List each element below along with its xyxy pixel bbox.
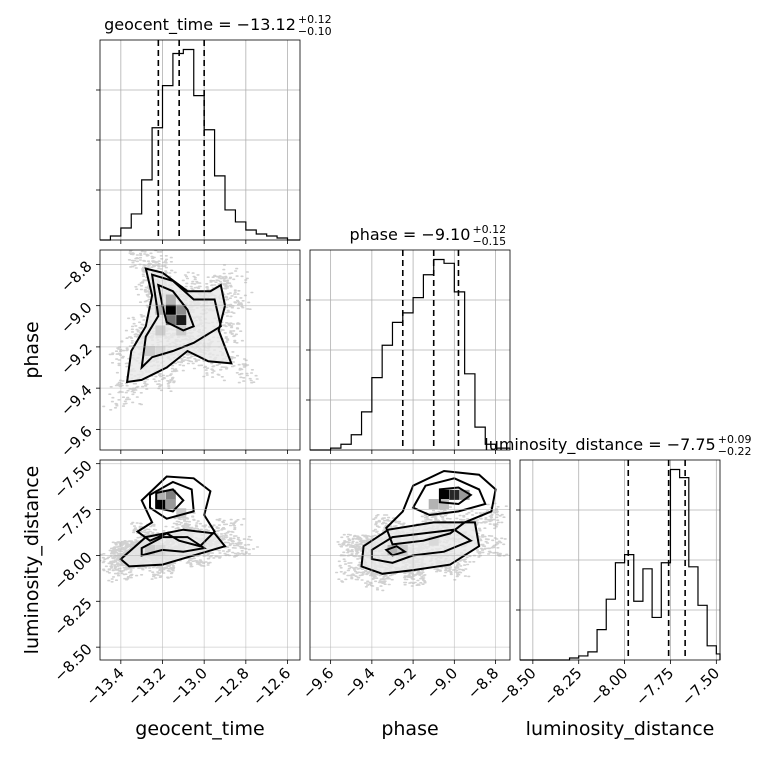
xtick-label-geocent_time-2: −13.0: [166, 664, 211, 709]
ylabel-luminosity_distance: luminosity_distance: [21, 466, 43, 655]
xtick-label-luminosity_distance-3: −7.75: [632, 664, 677, 709]
xtick-label-geocent_time-3: −12.8: [207, 664, 252, 709]
contour-2-4: [370, 528, 473, 564]
contour-2-2: [385, 469, 497, 546]
density-content-0: [100, 250, 300, 450]
contour-0-2: [125, 267, 233, 384]
density-bin-0-7: [145, 346, 155, 357]
ytick-label-phase-1: −9.4: [57, 381, 95, 419]
ytick-label-luminosity_distance-3: −7.75: [50, 502, 95, 547]
density-bin-0-6: [155, 325, 166, 336]
hist-panel-geocent_time: geocent_time = −13.12 +0.12−0.10: [96, 13, 332, 244]
frame-phase: [309, 249, 511, 451]
density-bin-0-0: [165, 304, 176, 315]
xtick-label-luminosity_distance-2: −8.00: [586, 664, 631, 709]
density-bin-0-8: [155, 346, 166, 357]
ytick-label-phase-3: −9.0: [57, 299, 95, 337]
density-content-1: [100, 460, 300, 660]
density-bin-1-0: [155, 499, 166, 510]
ytick-label-phase-2: −9.2: [57, 340, 95, 378]
contour-1-1: [149, 480, 195, 520]
density-fill-2: [361, 522, 480, 574]
xtick-label-luminosity_distance-1: −8.25: [540, 664, 585, 709]
density-panel-geocent_time-phase: [96, 249, 301, 454]
density-bin-0-3: [176, 304, 187, 315]
title-plus-geocent_time: +0.12: [298, 13, 332, 26]
density-content-2: [310, 460, 510, 660]
xtick-label-luminosity_distance-4: −7.50: [678, 664, 723, 709]
hist-panel-phase: phase = −9.10 +0.12−0.15: [306, 223, 511, 454]
frame-2: [309, 459, 511, 661]
xtick-label-luminosity_distance-0: −8.50: [494, 664, 539, 709]
density-bin-2-2: [428, 499, 439, 510]
density-bin-2-5: [387, 544, 398, 555]
density-bin-2-0: [439, 489, 450, 500]
title-luminosity_distance: luminosity_distance = −7.75: [484, 435, 715, 455]
frame-luminosity_distance: [519, 459, 721, 661]
title-minus-phase: −0.15: [472, 235, 506, 248]
contour-2-1: [411, 477, 487, 517]
title-plus-luminosity_distance: +0.09: [718, 433, 752, 446]
ytick-label-luminosity_distance-4: −7.50: [50, 457, 95, 502]
density-bin-2-4: [439, 499, 450, 510]
density-bin-1-4: [145, 544, 155, 555]
ytick-label-luminosity_distance-2: −8.00: [50, 548, 95, 593]
density-panel-geocent_time-luminosity_distance: [96, 459, 301, 664]
xtick-label-geocent_time-0: −13.4: [82, 664, 127, 709]
title-plus-phase: +0.12: [472, 223, 506, 236]
xtick-label-phase-3: −9.0: [423, 664, 461, 702]
density-bin-2-7: [428, 535, 439, 546]
density-bin-2-3: [459, 489, 470, 500]
contour-2-3: [384, 545, 408, 557]
density-bin-1-2: [165, 499, 176, 510]
contour-0-0: [156, 283, 195, 332]
xlabel-geocent_time: geocent_time: [135, 718, 264, 740]
contour-1-4: [119, 528, 227, 568]
ylabel-phase: phase: [21, 321, 43, 378]
title-minus-geocent_time: −0.10: [298, 25, 332, 38]
contour-2-0: [438, 486, 473, 506]
xlabel-luminosity_distance: luminosity_distance: [526, 718, 715, 740]
density-bin-1-1: [165, 489, 176, 500]
hist-panel-luminosity_distance: luminosity_distance = −7.75 +0.09−0.22: [484, 433, 751, 664]
density-bin-0-5: [165, 294, 176, 305]
density-bin-1-6: [176, 508, 187, 519]
title-geocent_time: geocent_time = −13.12: [104, 15, 296, 35]
density-panel-phase-luminosity_distance: [309, 459, 511, 664]
xtick-label-geocent_time-1: −13.2: [124, 664, 169, 709]
histogram-phase: [310, 258, 511, 451]
ytick-label-phase-0: −9.6: [57, 422, 95, 460]
title-phase: phase = −9.10: [350, 225, 471, 244]
title-minus-luminosity_distance: −0.22: [718, 445, 752, 458]
contour-1-3: [140, 536, 207, 557]
ytick-label-luminosity_distance-1: −8.25: [50, 594, 95, 639]
frame-geocent_time: [99, 39, 301, 241]
histogram-luminosity_distance: [520, 468, 721, 661]
xtick-label-geocent_time-4: −12.6: [249, 664, 294, 709]
density-bin-0-4: [155, 304, 166, 315]
density-bin-1-3: [155, 489, 166, 500]
density-bin-0-1: [176, 315, 187, 326]
density-bin-0-2: [165, 315, 176, 326]
xtick-label-phase-2: −9.2: [381, 664, 419, 702]
xtick-label-phase-1: −9.4: [340, 664, 378, 702]
xlabel-phase: phase: [381, 718, 438, 740]
ytick-label-luminosity_distance-0: −8.50: [50, 640, 95, 685]
contour-1-0: [155, 488, 185, 513]
xtick-label-phase-0: −9.6: [299, 664, 337, 702]
ytick-label-phase-4: −8.8: [57, 257, 95, 295]
histogram-geocent_time: [100, 48, 300, 241]
frame-0: [99, 249, 301, 451]
frame-1: [99, 459, 301, 661]
